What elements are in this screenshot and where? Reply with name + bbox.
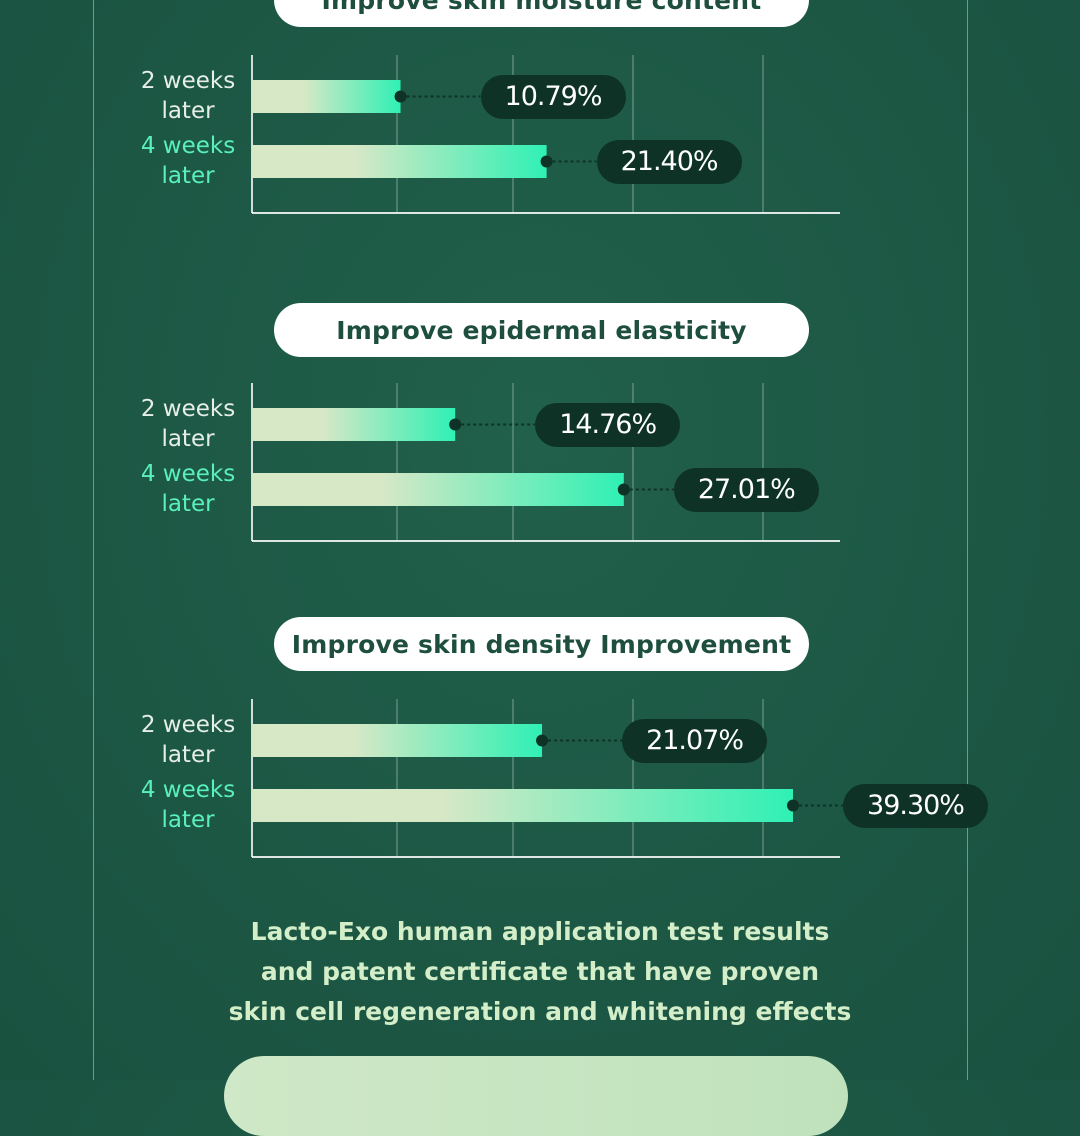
category-label-line-1: 4 weeks [140,132,236,159]
bar-charts-svg [251,55,843,858]
frame-line-left [93,0,94,1080]
caption: Lacto-Exo human application test results… [140,912,940,1032]
bar [252,145,547,178]
category-label-line-2: later [161,162,215,189]
value-label: 14.76% [535,402,681,447]
chart-title-moisture: Improve skin moisture content [274,0,809,27]
category-label: 4 weeks later [118,775,258,835]
bar [252,724,543,757]
category-label: 2 weeks later [118,394,258,454]
caption-line-1: Lacto-Exo human application test results [250,917,830,946]
category-label-line-1: 2 weeks [140,395,236,422]
category-label-line-2: later [161,425,215,452]
bar [252,80,401,113]
bar [252,473,624,506]
chart-title-density: Improve skin density Improvement [274,617,809,671]
value-label: 10.79% [480,74,626,119]
frame-line-right [967,0,968,1080]
caption-line-3: skin cell regeneration and whitening eff… [228,997,852,1026]
bar [252,789,793,822]
caption-line-2: and patent certificate that have proven [260,957,820,986]
bar [252,408,456,441]
bottom-pill [224,1056,848,1136]
chart-1 [251,383,840,542]
value-label: 21.40% [596,139,742,184]
category-label-line-1: 2 weeks [140,711,236,738]
category-label: 4 weeks later [118,131,258,191]
charts-area: 10.79% 2 weeks later 21.40% 4 weeks later 14.7… [118,55,988,858]
category-label-line-2: later [161,741,215,768]
value-label: 27.01% [673,467,819,512]
category-label-line-1: 2 weeks [140,67,236,94]
category-label: 4 weeks later [118,459,258,519]
category-label-line-2: later [161,806,215,833]
category-label-line-2: later [161,97,215,124]
chart-title-elasticity: Improve epidermal elasticity [274,303,809,357]
category-label-line-1: 4 weeks [140,776,236,803]
chart-0 [251,55,840,214]
category-label-line-1: 4 weeks [140,460,236,487]
category-label: 2 weeks later [118,66,258,126]
category-label: 2 weeks later [118,710,258,770]
value-label: 39.30% [843,783,988,828]
chart-2 [251,699,843,858]
category-label-line-2: later [161,490,215,517]
value-label: 21.07% [622,718,768,763]
